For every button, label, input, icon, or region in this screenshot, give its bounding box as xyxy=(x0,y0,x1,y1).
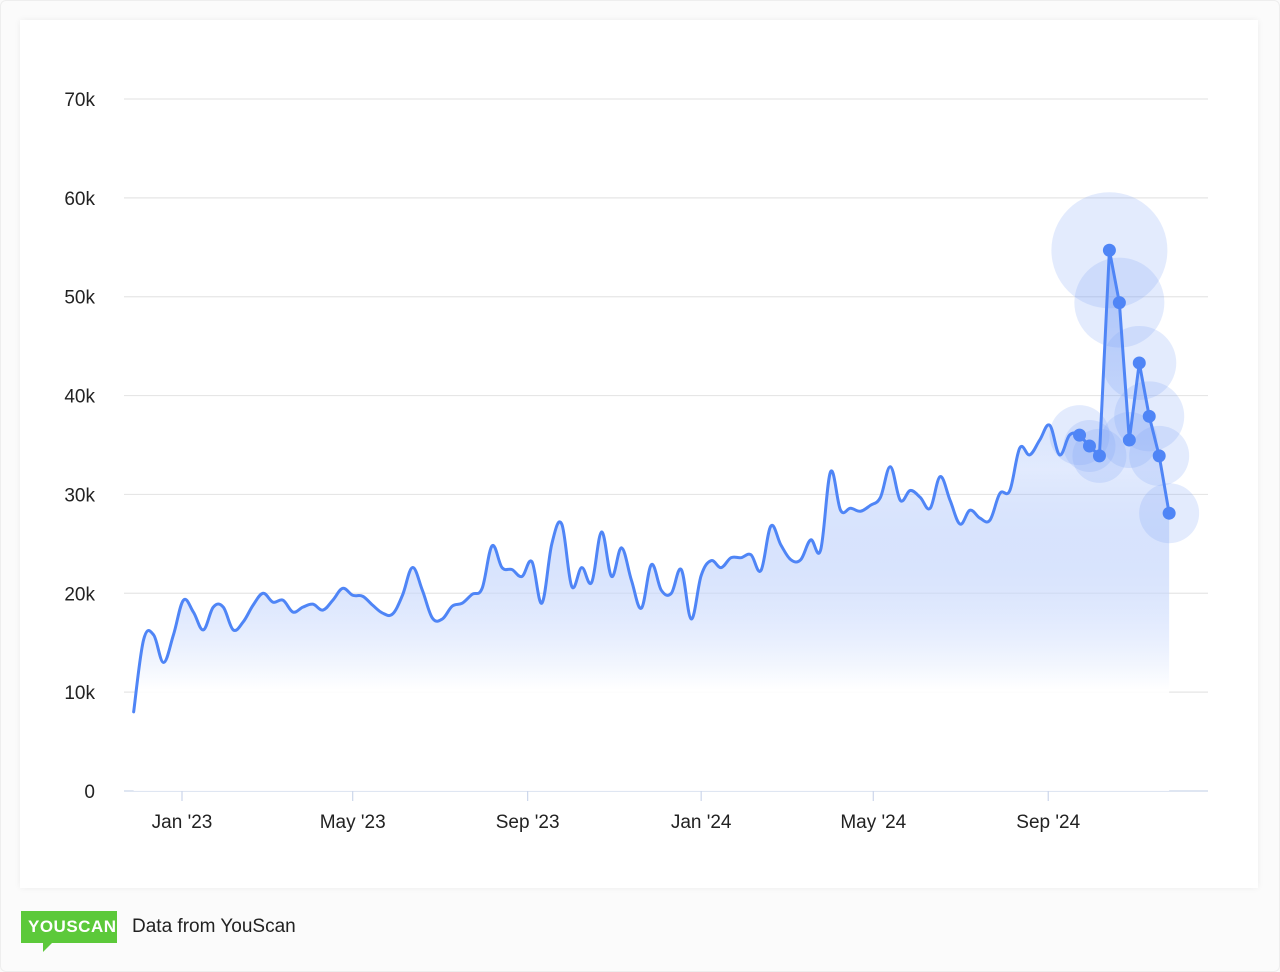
series-line xyxy=(132,248,1171,714)
y-tick-label: 70k xyxy=(64,90,95,111)
y-axis: 0 10k 20k 30k 40k 50k 60k 70k xyxy=(64,90,95,803)
data-point[interactable] xyxy=(1073,428,1087,442)
y-tick-label: 20k xyxy=(64,584,95,605)
series xyxy=(132,192,1200,791)
data-point[interactable] xyxy=(1112,296,1126,310)
x-tick-label: May '23 xyxy=(320,812,386,833)
youscan-logo[interactable]: YOUSCAN xyxy=(21,911,117,952)
y-tick-label: 10k xyxy=(64,683,95,704)
x-tick-label: Sep '23 xyxy=(496,812,560,833)
x-tick-label: Jan '23 xyxy=(152,812,213,833)
data-point[interactable] xyxy=(1152,449,1166,463)
line-chart: 0 10k 20k 30k 40k 50k 60k 70k Jan '23 May '23 Sep… xyxy=(64,90,1208,833)
data-point[interactable] xyxy=(1082,439,1096,453)
footer: YOUSCAN Data from YouScan xyxy=(21,911,296,952)
data-point[interactable] xyxy=(1102,243,1116,257)
source-text: Data from YouScan xyxy=(132,916,296,937)
data-point[interactable] xyxy=(1092,449,1106,463)
y-tick-label: 30k xyxy=(64,485,95,506)
data-point[interactable] xyxy=(1162,506,1176,520)
x-tick-label: May '24 xyxy=(840,812,906,833)
y-tick-label: 0 xyxy=(84,782,95,803)
data-point[interactable] xyxy=(1132,356,1146,370)
x-tick-label: Jan '24 xyxy=(671,812,732,833)
y-tick-label: 60k xyxy=(64,189,95,210)
data-point[interactable] xyxy=(1142,409,1156,423)
y-tick-label: 50k xyxy=(64,288,95,309)
x-axis: Jan '23 May '23 Sep '23 Jan '24 May '24 Sep '… xyxy=(152,791,1081,833)
y-tick-label: 40k xyxy=(64,387,95,408)
x-tick-label: Sep '24 xyxy=(1016,812,1080,833)
data-point[interactable] xyxy=(1122,433,1136,447)
area-fill xyxy=(133,250,1170,791)
